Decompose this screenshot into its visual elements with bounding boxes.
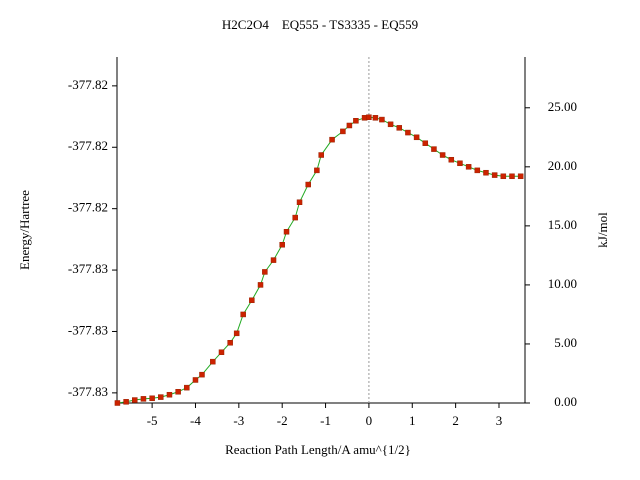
data-point (227, 340, 233, 346)
x-tick-label: -4 (190, 413, 201, 428)
x-tick-label: -1 (320, 413, 331, 428)
data-point (283, 229, 290, 235)
data-point (292, 214, 298, 221)
data-point (474, 167, 481, 174)
y2-tick-label: 25.00 (548, 99, 577, 114)
data-point (140, 396, 147, 402)
data-point (396, 125, 403, 131)
data-point (199, 371, 205, 378)
data-point (262, 269, 268, 275)
data-point (465, 164, 472, 170)
data-point (296, 199, 303, 205)
y-tick-label: -377.83 (68, 322, 108, 337)
data-point (372, 115, 379, 121)
data-point (114, 400, 121, 406)
series-line (117, 116, 521, 404)
data-point (431, 146, 437, 152)
data-point (517, 173, 524, 180)
data-point (175, 389, 181, 395)
data-point (192, 377, 199, 383)
x-tick-label: -2 (277, 413, 288, 428)
data-point (413, 134, 420, 141)
axis-frame (116, 57, 526, 404)
data-point (483, 169, 489, 176)
data-point (240, 311, 246, 318)
data-point (448, 156, 455, 163)
x-tick-label: 2 (452, 413, 459, 428)
chart-title: H2C2O4 EQ555 - TS3335 - EQ559 (222, 17, 418, 32)
data-point (509, 173, 515, 180)
data-point (405, 129, 411, 136)
y-axis-label: Energy/Hartree (17, 190, 32, 270)
data-point (257, 282, 264, 288)
data-point (439, 152, 446, 158)
x-axis-label: Reaction Path Length/A amu^{1/2} (225, 442, 411, 457)
data-point (132, 397, 138, 403)
data-point (387, 121, 394, 128)
y2-tick-label: 5.00 (554, 335, 577, 350)
data-point (166, 391, 173, 398)
x-tick-label: -3 (233, 413, 244, 428)
x-tick-label: 1 (409, 413, 416, 428)
y-tick-label: -377.82 (68, 77, 108, 92)
y-tick-label: -377.83 (68, 261, 108, 276)
data-point (346, 122, 353, 129)
y2-tick-label: 20.00 (548, 158, 577, 173)
y2-tick-label: 0.00 (554, 394, 577, 409)
data-point (158, 394, 164, 400)
x-tick-label: -5 (147, 413, 158, 428)
x-tick-label: 0 (366, 413, 373, 428)
data-point (233, 330, 240, 337)
data-point (305, 181, 311, 188)
data-point (379, 116, 385, 123)
x-tick-label: 3 (496, 413, 503, 428)
data-point (270, 257, 277, 263)
data-point (123, 399, 129, 405)
data-point (340, 128, 346, 135)
y2-tick-label: 10.00 (548, 276, 577, 291)
data-point (422, 140, 429, 146)
data-point (318, 152, 324, 158)
data-point (353, 118, 359, 124)
data-point (314, 167, 320, 174)
data-point (491, 172, 498, 178)
data-point (329, 136, 335, 143)
y-tick-label: -377.83 (68, 384, 108, 399)
data-point (210, 358, 216, 365)
data-point (366, 114, 372, 120)
y-tick-label: -377.82 (68, 138, 108, 153)
y2-tick-label: 15.00 (548, 217, 577, 232)
y-tick-label: -377.82 (68, 200, 108, 215)
y2-axis-label: kJ/mol (595, 212, 610, 248)
data-point (457, 160, 463, 167)
data-point (279, 242, 285, 248)
data-point (218, 349, 225, 355)
data-point (249, 297, 255, 304)
data-point (500, 173, 507, 180)
data-point (149, 395, 155, 402)
data-point (184, 384, 190, 391)
